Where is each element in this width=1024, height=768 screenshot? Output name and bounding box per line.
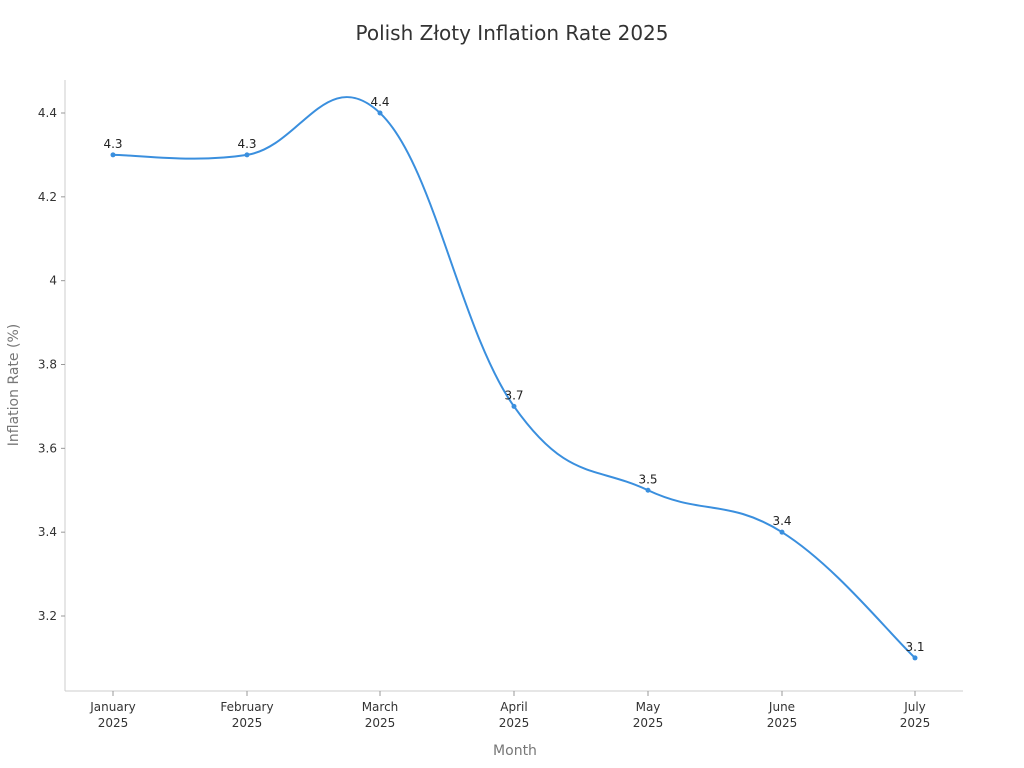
- x-tick-label-year: 2025: [633, 716, 664, 730]
- data-points: [110, 110, 918, 661]
- y-tick-label: 3.4: [38, 525, 57, 539]
- x-tick-label-year: 2025: [365, 716, 396, 730]
- data-point: [779, 529, 785, 535]
- y-tick-label: 3.8: [38, 358, 57, 372]
- data-point: [511, 403, 517, 409]
- x-tick-label: March: [362, 700, 399, 714]
- x-tick-label: April: [500, 700, 527, 714]
- data-point: [244, 152, 250, 158]
- x-tick-label-year: 2025: [767, 716, 798, 730]
- x-ticks: January 2025 February 2025 March 2025 April 202…: [89, 691, 930, 730]
- data-label: 3.1: [905, 640, 924, 654]
- y-axis-title: Inflation Rate (%): [6, 324, 22, 446]
- x-tick-label-year: 2025: [499, 716, 530, 730]
- y-tick-label: 3.6: [38, 441, 57, 455]
- x-axis: January 2025 February 2025 March 2025 April 202…: [65, 690, 963, 730]
- data-point: [377, 110, 383, 116]
- series-line: [112, 96, 916, 659]
- data-labels: 4.3 4.3 4.4 3.7 3.5 3.4 3.1: [103, 95, 924, 654]
- y-tick-label: 4.2: [38, 190, 57, 204]
- x-tick-label: June: [768, 700, 795, 714]
- x-tick-label-year: 2025: [98, 716, 129, 730]
- y-tick-label: 4.4: [38, 106, 57, 120]
- data-label: 3.7: [504, 388, 523, 402]
- x-axis-title: Month: [493, 743, 537, 759]
- data-point: [645, 487, 651, 493]
- data-label: 4.3: [103, 137, 122, 151]
- y-axis: 4.4 4.2 4 3.8 3.6 3.4 3.2: [38, 80, 66, 691]
- data-label: 3.5: [638, 472, 657, 486]
- series-inflation-rate: 4.3 4.3 4.4 3.7 3.5 3.4 3.1: [103, 95, 925, 661]
- x-tick-label: May: [636, 700, 661, 714]
- data-label: 3.4: [772, 514, 791, 528]
- data-point: [912, 655, 918, 661]
- x-tick-label: July: [903, 700, 926, 714]
- data-label: 4.4: [370, 95, 389, 109]
- x-tick-label: January: [89, 700, 136, 714]
- data-label: 4.3: [237, 137, 256, 151]
- y-ticks: 4.4 4.2 4 3.8 3.6 3.4 3.2: [38, 106, 65, 623]
- x-tick-label: February: [220, 700, 273, 714]
- y-tick-label: 3.2: [38, 609, 57, 623]
- data-point: [110, 152, 116, 158]
- chart-title: Polish Złoty Inflation Rate 2025: [355, 21, 668, 45]
- y-tick-label: 4: [49, 274, 57, 288]
- x-tick-label-year: 2025: [900, 716, 931, 730]
- x-tick-label-year: 2025: [232, 716, 263, 730]
